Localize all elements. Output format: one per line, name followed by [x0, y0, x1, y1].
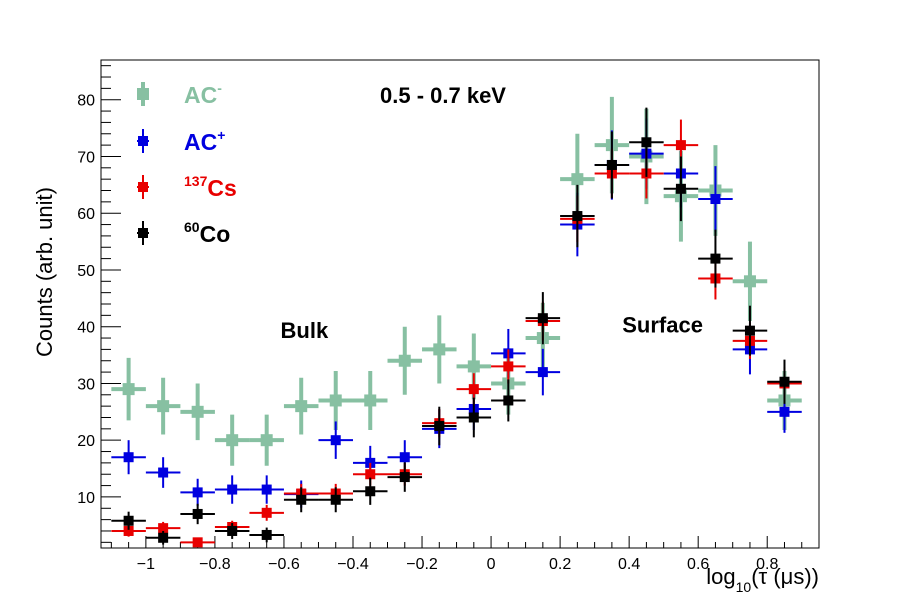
- x-tick-label: 0.4: [618, 556, 640, 573]
- y-tick-label: 50: [77, 263, 95, 280]
- data-point: [364, 394, 376, 406]
- data-point: [262, 508, 272, 518]
- data-point: [227, 526, 237, 536]
- data-point: [710, 254, 720, 264]
- data-point: [124, 452, 134, 462]
- data-point: [330, 394, 342, 406]
- data-point: [262, 530, 272, 540]
- data-point: [399, 355, 411, 367]
- data-point: [745, 326, 755, 336]
- y-tick-label: 80: [77, 93, 95, 110]
- data-point: [262, 485, 272, 495]
- data-point: [572, 211, 582, 221]
- data-point: [123, 383, 135, 395]
- x-tick-label: −0.6: [268, 556, 300, 573]
- data-point: [538, 367, 548, 377]
- data-point: [779, 377, 789, 387]
- data-point: [193, 487, 203, 497]
- y-tick-label: 40: [77, 320, 95, 337]
- data-point: [468, 360, 480, 372]
- legend-marker: [138, 182, 148, 192]
- y-tick-label: 20: [77, 433, 95, 450]
- data-point: [365, 486, 375, 496]
- data-point: [538, 313, 548, 323]
- annotation-surface: Surface: [622, 312, 703, 337]
- legend-marker: [138, 136, 148, 146]
- data-point: [296, 495, 306, 505]
- legend-label: AC-: [184, 80, 222, 108]
- y-tick-label: 30: [77, 376, 95, 393]
- data-point: [676, 184, 686, 194]
- x-tick-label: −0.8: [199, 556, 231, 573]
- x-tick-label: 0.2: [549, 556, 571, 573]
- data-point: [641, 137, 651, 147]
- data-point: [331, 495, 341, 505]
- data-point: [710, 194, 720, 204]
- data-point: [192, 406, 204, 418]
- x-tick-label: −1: [137, 556, 155, 573]
- data-point: [469, 412, 479, 422]
- data-point: [469, 384, 479, 394]
- y-tick-label: 60: [77, 206, 95, 223]
- x-tick-label: −0.2: [406, 556, 438, 573]
- data-point: [433, 343, 445, 355]
- data-point: [193, 509, 203, 519]
- data-point: [503, 395, 513, 405]
- data-point: [193, 537, 203, 547]
- data-point: [295, 400, 307, 412]
- data-point: [227, 485, 237, 495]
- data-point: [124, 516, 134, 526]
- data-point: [226, 434, 238, 446]
- y-axis-title: Counts (arb. unit): [32, 187, 57, 357]
- y-tick-label: 10: [77, 490, 95, 507]
- y-tick-label: 70: [77, 149, 95, 166]
- data-point: [158, 468, 168, 478]
- x-tick-label: 0: [487, 556, 496, 573]
- data-point: [261, 434, 273, 446]
- chart-title: 0.5 - 0.7 keV: [380, 83, 506, 108]
- data-point: [158, 533, 168, 543]
- data-point: [676, 140, 686, 150]
- chart: −1 −0.8 −0.6 −0.4 −0.2 0 0.2 0.4 0.6 0.8 10203040…: [0, 0, 897, 609]
- data-point: [503, 361, 513, 371]
- data-point: [434, 421, 444, 431]
- data-point: [744, 275, 756, 287]
- data-point: [400, 472, 410, 482]
- legend-marker: [138, 228, 148, 238]
- data-point: [779, 407, 789, 417]
- data-point: [607, 160, 617, 170]
- data-point: [400, 452, 410, 462]
- x-tick-label: −0.4: [337, 556, 369, 573]
- data-point: [571, 173, 583, 185]
- annotation-bulk: Bulk: [281, 318, 329, 343]
- data-point: [331, 435, 341, 445]
- data-point: [157, 400, 169, 412]
- legend-marker: [137, 88, 149, 100]
